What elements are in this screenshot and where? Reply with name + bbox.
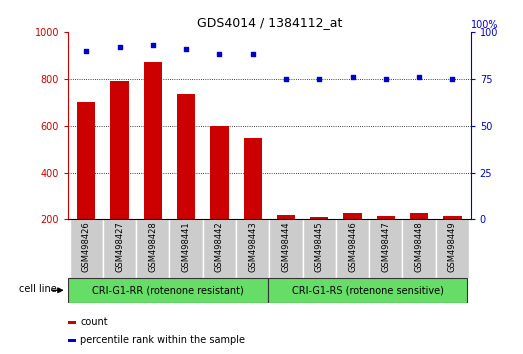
Text: GSM498447: GSM498447 — [381, 221, 390, 272]
Point — [215, 52, 224, 57]
Point — [415, 74, 423, 80]
Text: percentile rank within the sample: percentile rank within the sample — [80, 335, 245, 344]
Text: GSM498442: GSM498442 — [215, 221, 224, 272]
Bar — [403, 219, 436, 278]
Text: GSM498446: GSM498446 — [348, 221, 357, 272]
Point — [348, 74, 357, 80]
Text: CRI-G1-RS (rotenone sensitive): CRI-G1-RS (rotenone sensitive) — [292, 285, 444, 295]
Point — [282, 76, 290, 81]
Text: GSM498441: GSM498441 — [181, 221, 191, 272]
Bar — [244, 138, 262, 219]
Text: GSM498445: GSM498445 — [315, 221, 324, 272]
Bar — [68, 338, 76, 342]
Bar — [103, 219, 136, 278]
Bar — [410, 213, 428, 219]
Point — [182, 46, 190, 52]
Bar — [269, 219, 303, 278]
Point — [82, 48, 90, 53]
Text: GSM498448: GSM498448 — [415, 221, 424, 272]
Point — [248, 52, 257, 57]
Text: CRI-G1-RR (rotenone resistant): CRI-G1-RR (rotenone resistant) — [92, 285, 244, 295]
Bar — [277, 215, 295, 219]
Bar — [303, 219, 336, 278]
Bar — [369, 219, 403, 278]
Bar — [236, 219, 269, 278]
Text: cell line: cell line — [19, 284, 57, 294]
Text: GSM498426: GSM498426 — [82, 221, 91, 272]
Text: GSM498428: GSM498428 — [149, 221, 157, 272]
Bar — [68, 321, 76, 324]
Bar — [210, 126, 229, 219]
Point — [149, 42, 157, 48]
Bar — [344, 213, 362, 219]
Text: count: count — [80, 316, 108, 327]
Bar — [268, 278, 468, 303]
Bar — [377, 216, 395, 219]
Bar — [443, 216, 461, 219]
Text: 100%: 100% — [471, 20, 498, 30]
Bar — [144, 62, 162, 219]
Point — [382, 76, 390, 81]
Bar — [336, 219, 369, 278]
Text: GSM498443: GSM498443 — [248, 221, 257, 272]
Point — [448, 76, 457, 81]
Text: GSM498449: GSM498449 — [448, 221, 457, 272]
Bar — [177, 94, 195, 219]
Bar — [77, 102, 95, 219]
Text: GSM498427: GSM498427 — [115, 221, 124, 272]
Bar — [136, 219, 169, 278]
Title: GDS4014 / 1384112_at: GDS4014 / 1384112_at — [197, 16, 342, 29]
Bar — [203, 219, 236, 278]
Point — [315, 76, 323, 81]
Bar — [436, 219, 469, 278]
Bar — [68, 278, 268, 303]
Text: GSM498444: GSM498444 — [281, 221, 290, 272]
Bar — [310, 217, 328, 219]
Bar — [70, 219, 103, 278]
Point — [116, 44, 124, 50]
Bar — [110, 81, 129, 219]
Bar — [169, 219, 203, 278]
